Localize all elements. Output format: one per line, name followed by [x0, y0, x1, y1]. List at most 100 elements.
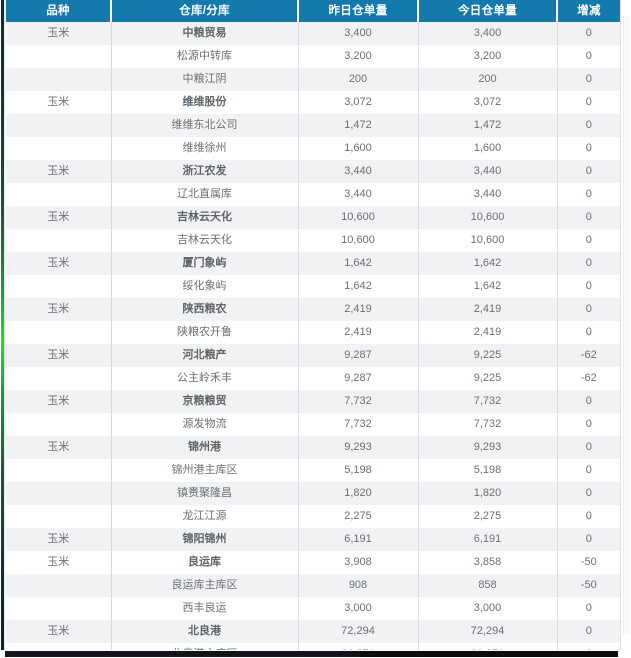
table-row[interactable]: 玉米 锦阳锦州 6,191 6,191 0	[6, 528, 620, 551]
cell-today: 1,642	[418, 252, 558, 275]
table-row[interactable]: 龙江江源 2,275 2,275 0	[6, 505, 620, 528]
warehouse-receipt-table: 品种 仓库/分库 昨日仓单量 今日仓单量 增减 玉米 中粮贸易 3,400 3,400…	[6, 0, 620, 650]
cell-delta: 0	[557, 160, 620, 183]
table-row[interactable]: 玉米 厦门象屿 1,642 1,642 0	[6, 252, 620, 275]
table-row[interactable]: 公主岭禾丰 9,287 9,225 -62	[6, 367, 620, 390]
column-header-delta[interactable]: 增减	[557, 0, 620, 22]
cell-warehouse: 陕西粮农	[111, 298, 299, 321]
table-row[interactable]: 玉米 吉林云天化 10,600 10,600 0	[6, 206, 620, 229]
table-row[interactable]: 良运库主库区 908 858 -50	[6, 574, 620, 597]
right-scrollbar-track[interactable]	[623, 16, 630, 634]
cell-delta: 0	[557, 183, 620, 206]
table-row[interactable]: 玉米 北良港 72,294 72,294 0	[6, 620, 620, 643]
horizontal-scrollbar-thumb-right[interactable]	[360, 651, 618, 657]
cell-warehouse: 维维股份	[111, 91, 299, 114]
table-row[interactable]: 玉米 京粮粮贸 7,732 7,732 0	[6, 390, 620, 413]
cell-yesterday: 10,600	[298, 206, 419, 229]
cell-warehouse: 浙江农发	[111, 160, 299, 183]
cell-today: 7,732	[418, 413, 558, 436]
cell-today: 9,293	[418, 436, 558, 459]
table-row[interactable]: 中粮江阴 200 200 0	[6, 68, 620, 91]
cell-yesterday: 66,871	[298, 643, 419, 650]
cell-yesterday: 1,820	[298, 482, 419, 505]
cell-today: 10,600	[418, 229, 558, 252]
table-row[interactable]: 陕粮农开鲁 2,419 2,419 0	[6, 321, 620, 344]
left-scrollbar-thumb[interactable]	[1, 0, 4, 658]
cell-today: 5,198	[418, 459, 558, 482]
cell-variety	[6, 68, 112, 91]
table-row[interactable]: 松源中转库 3,200 3,200 0	[6, 45, 620, 68]
cell-yesterday: 908	[298, 574, 419, 597]
table-row[interactable]: 玉米 河北粮产 9,287 9,225 -62	[6, 344, 620, 367]
cell-today: 2,419	[418, 321, 558, 344]
cell-variety: 玉米	[6, 620, 112, 643]
cell-yesterday: 72,294	[298, 620, 419, 643]
table-row[interactable]: 维维徐州 1,600 1,600 0	[6, 137, 620, 160]
cell-delta: -62	[557, 344, 620, 367]
table-row[interactable]: 维维东北公司 1,472 1,472 0	[6, 114, 620, 137]
cell-today: 2,275	[418, 505, 558, 528]
cell-today: 3,000	[418, 597, 558, 620]
cell-yesterday: 7,732	[298, 413, 419, 436]
cell-warehouse: 维维徐州	[111, 137, 299, 160]
cell-warehouse: 锦州港	[111, 436, 299, 459]
table-row[interactable]: 玉米 中粮贸易 3,400 3,400 0	[6, 22, 620, 45]
column-header-yesterday[interactable]: 昨日仓单量	[298, 0, 419, 22]
column-header-variety[interactable]: 品种	[6, 0, 112, 22]
cell-warehouse: 吉林云天化	[111, 206, 299, 229]
table-row[interactable]: 西丰良运 3,000 3,000 0	[6, 597, 620, 620]
left-scrollbar[interactable]	[0, 0, 5, 658]
cell-variety: 玉米	[6, 91, 112, 114]
column-header-warehouse[interactable]: 仓库/分库	[111, 0, 299, 22]
cell-warehouse: 吉林云天化	[111, 229, 299, 252]
table-scroll-container[interactable]: 品种 仓库/分库 昨日仓单量 今日仓单量 增减 玉米 中粮贸易 3,400 3,400…	[6, 0, 620, 650]
table-row[interactable]: 辽北直属库 3,440 3,440 0	[6, 183, 620, 206]
table-row[interactable]: 玉米 良运库 3,908 3,858 -50	[6, 551, 620, 574]
cell-yesterday: 1,472	[298, 114, 419, 137]
table-body: 玉米 中粮贸易 3,400 3,400 0 松源中转库 3,200 3,200 0 中粮江阴 200…	[6, 22, 620, 650]
cell-yesterday: 9,287	[298, 344, 419, 367]
table-row[interactable]: 玉米 陕西粮农 2,419 2,419 0	[6, 298, 620, 321]
cell-today: 72,294	[418, 620, 558, 643]
cell-delta: 0	[557, 45, 620, 68]
cell-yesterday: 9,293	[298, 436, 419, 459]
table-row[interactable]: 玉米 浙江农发 3,440 3,440 0	[6, 160, 620, 183]
cell-yesterday: 3,072	[298, 91, 419, 114]
table-row[interactable]: 源发物流 7,732 7,732 0	[6, 413, 620, 436]
cell-warehouse: 绥化象屿	[111, 275, 299, 298]
table-row[interactable]: 锦州港主库区 5,198 5,198 0	[6, 459, 620, 482]
cell-warehouse: 镇赉聚隆昌	[111, 482, 299, 505]
table-row[interactable]: 北良港主库区66,87166,8710	[6, 643, 620, 650]
cell-delta: -50	[557, 574, 620, 597]
cell-warehouse: 维维东北公司	[111, 114, 299, 137]
cell-today: 1,642	[418, 275, 558, 298]
table-row[interactable]: 玉米 维维股份 3,072 3,072 0	[6, 91, 620, 114]
table-row[interactable]: 绥化象屿 1,642 1,642 0	[6, 275, 620, 298]
cell-today: 10,600	[418, 206, 558, 229]
cell-yesterday: 2,419	[298, 298, 419, 321]
cell-today: 3,200	[418, 45, 558, 68]
table-row[interactable]: 镇赉聚隆昌 1,820 1,820 0	[6, 482, 620, 505]
table-row[interactable]: 玉米 锦州港 9,293 9,293 0	[6, 436, 620, 459]
cell-delta: 0	[557, 459, 620, 482]
cell-warehouse: 西丰良运	[111, 597, 299, 620]
table-row[interactable]: 吉林云天化 10,600 10,600 0	[6, 229, 620, 252]
cell-warehouse: 北良港主库区	[111, 643, 299, 650]
cell-yesterday: 9,287	[298, 367, 419, 390]
cell-today: 9,225	[418, 367, 558, 390]
cell-warehouse: 中粮江阴	[111, 68, 299, 91]
cell-delta: 0	[557, 321, 620, 344]
cell-variety	[6, 413, 112, 436]
cell-variety	[6, 505, 112, 528]
horizontal-scrollbar-thumb[interactable]	[5, 651, 360, 657]
cell-delta: 0	[557, 252, 620, 275]
column-header-today[interactable]: 今日仓单量	[418, 0, 558, 22]
horizontal-scrollbar[interactable]	[0, 650, 631, 658]
right-scrollbar[interactable]	[620, 0, 631, 650]
cell-warehouse: 锦州港主库区	[111, 459, 299, 482]
cell-today: 3,440	[418, 160, 558, 183]
cell-variety: 玉米	[6, 528, 112, 551]
cell-yesterday: 2,419	[298, 321, 419, 344]
cell-delta: 0	[557, 275, 620, 298]
